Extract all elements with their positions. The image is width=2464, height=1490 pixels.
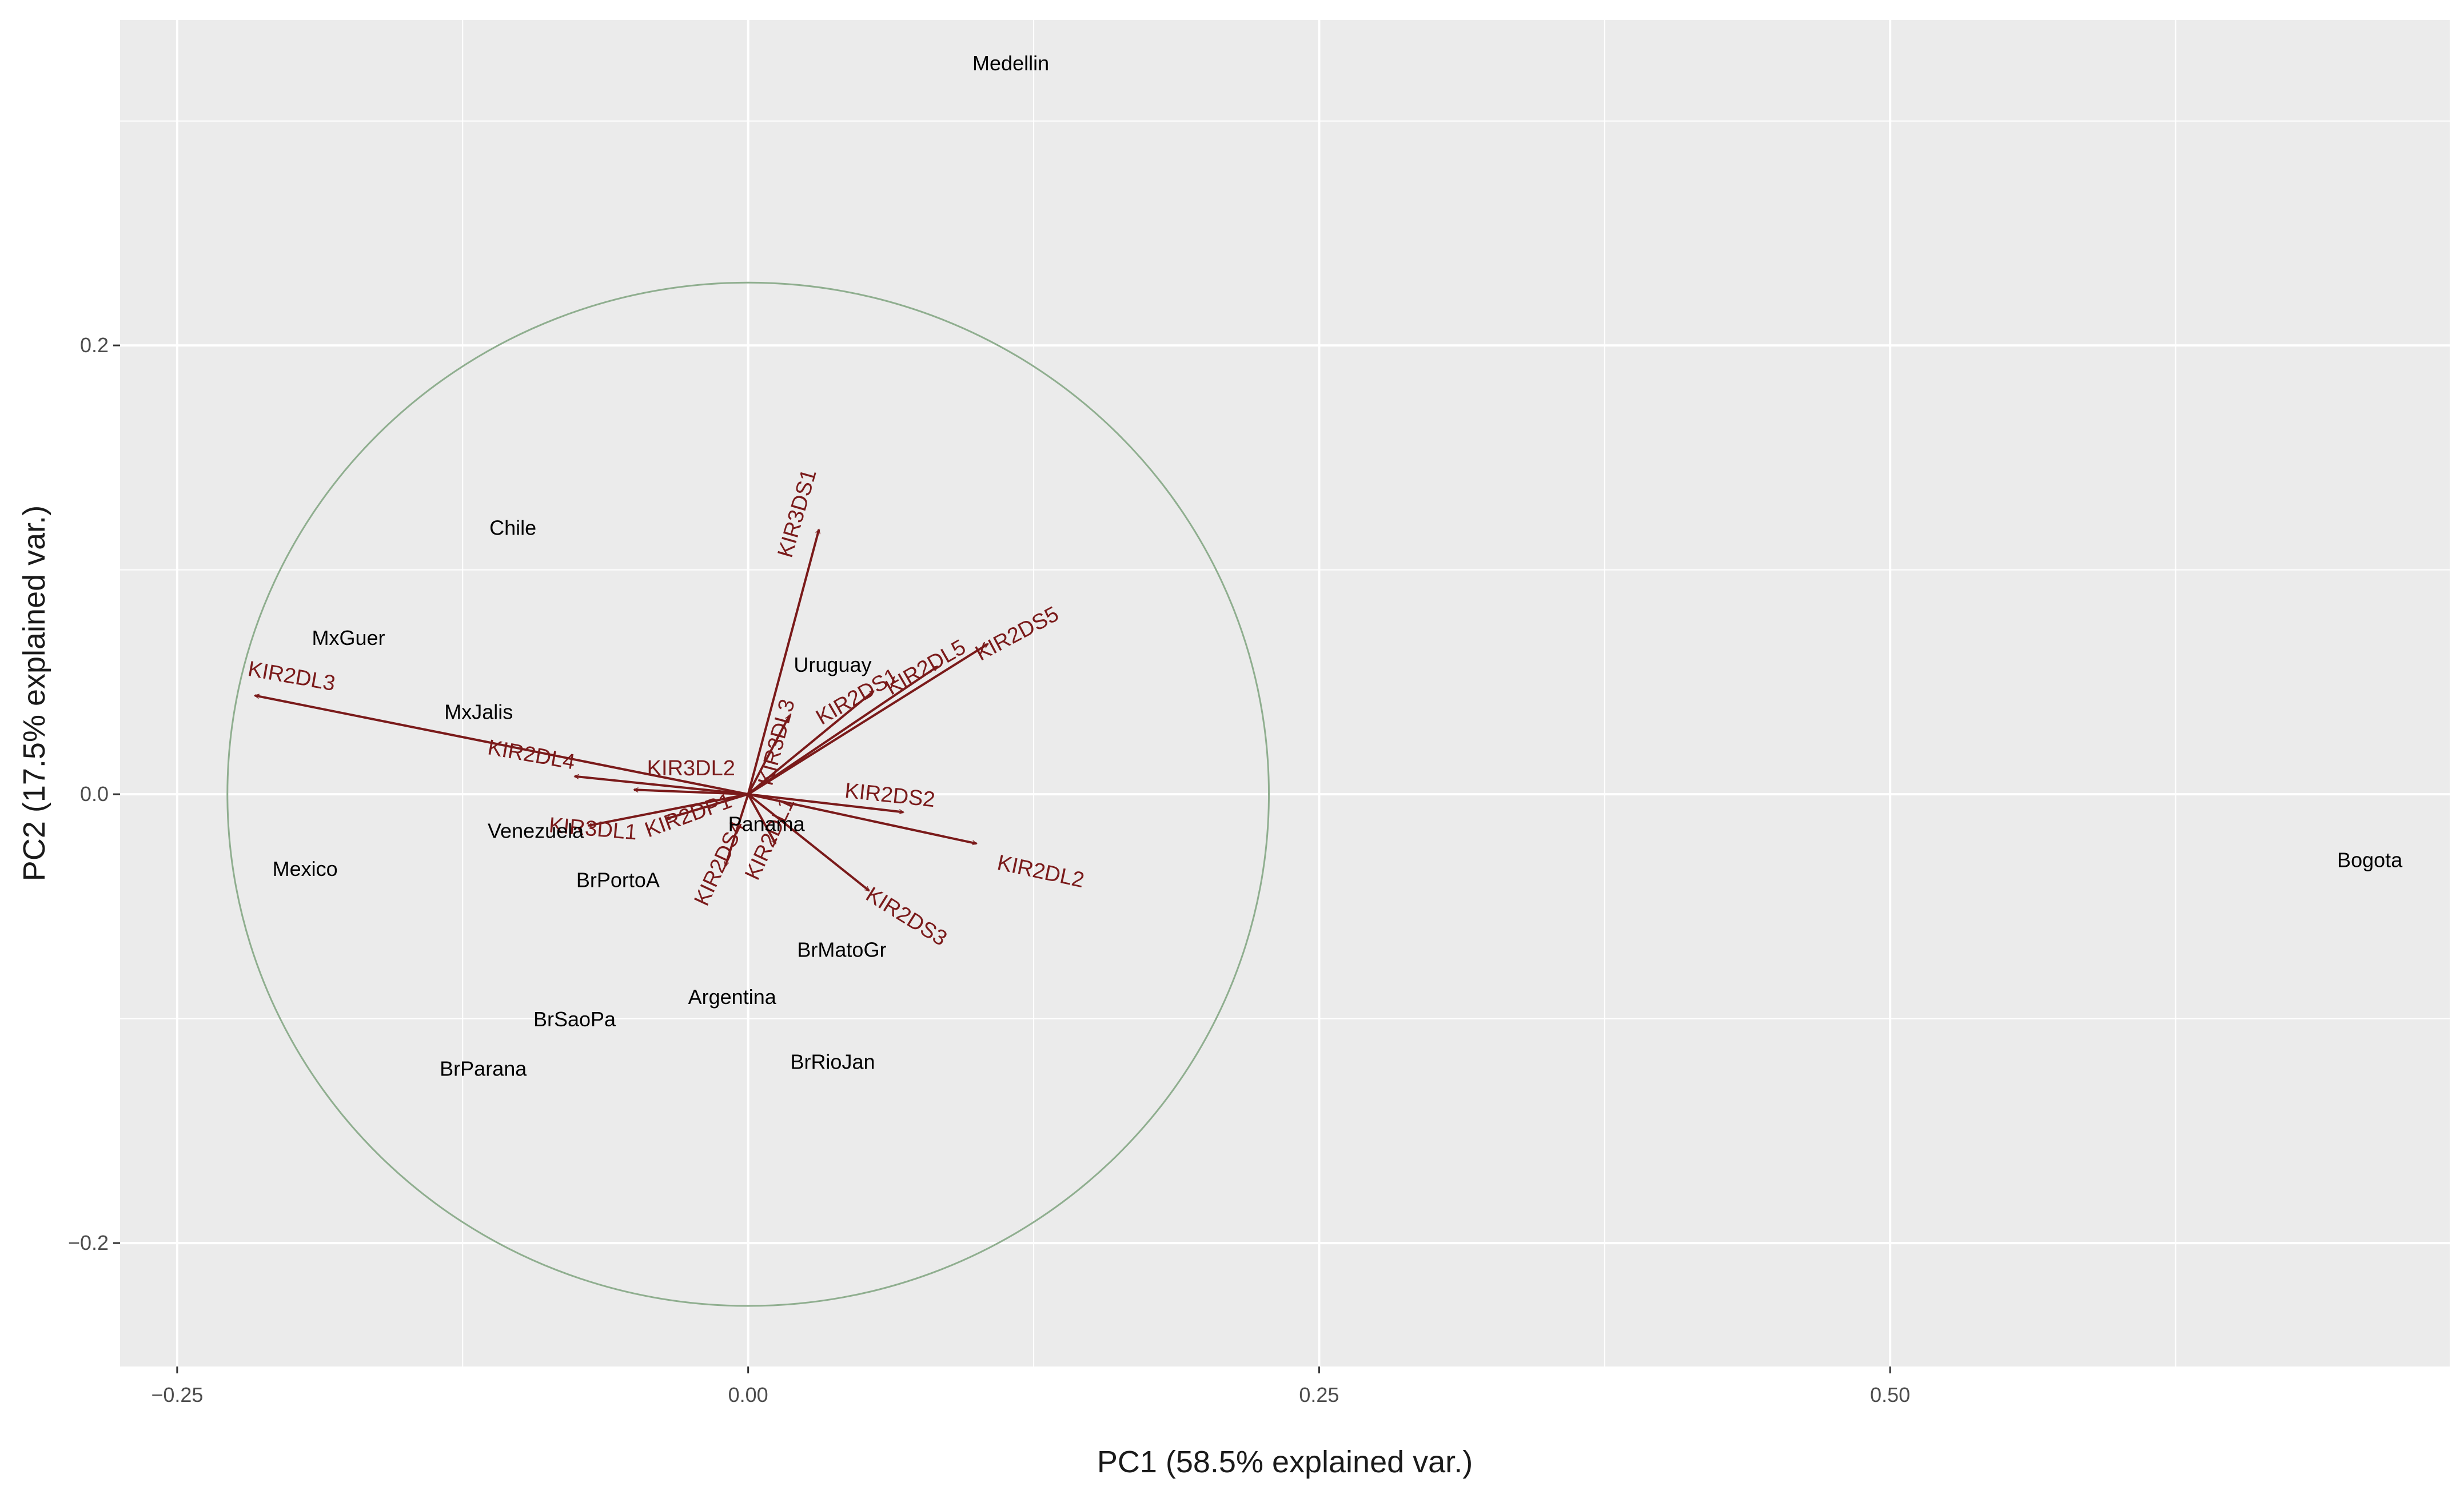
loading-arrow (747, 529, 819, 795)
loading-arrow (575, 776, 748, 796)
point-label: BrParana (440, 1057, 527, 1080)
point-label: BrRioJan (790, 1050, 875, 1074)
loading-arrow (747, 793, 870, 892)
y-tick-label: −0.2 (68, 1231, 109, 1254)
point-label: Argentina (688, 985, 777, 1009)
y-axis-title: PC2 (17.5% explained var.) (17, 505, 51, 881)
point-label: Panama (728, 812, 806, 836)
loading-arrow (666, 793, 749, 819)
point-label: Venezuela (488, 819, 584, 842)
point-label: BrMatoGr (797, 938, 886, 961)
axes: −0.25 0.00 0.25 0.50 −0.2 0.0 0.2 (68, 333, 1910, 1407)
plot-panel (120, 20, 2450, 1367)
point-label: Bogota (2337, 848, 2403, 871)
loading-arrow (748, 793, 977, 843)
loading-arrow (747, 643, 988, 795)
loading-arrow (747, 690, 874, 795)
y-tick-label: 0.0 (80, 782, 109, 806)
point-label: Uruguay (794, 653, 871, 676)
x-tick-label: 0.00 (728, 1383, 768, 1407)
point-label: MxJalis (444, 700, 513, 723)
x-tick-label: 0.50 (1870, 1383, 1910, 1407)
point-label: BrPortoA (576, 868, 660, 892)
loading-arrow (255, 695, 749, 796)
loading-arrow (747, 665, 938, 795)
x-tick-label: −0.25 (151, 1383, 203, 1407)
y-tick-label: 0.2 (80, 333, 109, 357)
loading-arrow (748, 793, 904, 812)
point-label: Medellin (972, 51, 1049, 75)
point-label: BrSaoPa (533, 1007, 616, 1031)
loading-arrow (634, 790, 748, 796)
loading-arrow (725, 794, 749, 866)
correlation-circle-layer (226, 281, 1270, 1307)
grid-lines (120, 20, 2450, 1367)
point-label: MxGuer (312, 626, 385, 650)
correlation-circle (226, 281, 1270, 1307)
point-label: Mexico (273, 857, 338, 881)
loading-arrow (747, 716, 791, 795)
point-label: Chile (489, 516, 536, 539)
loading-arrow (747, 794, 777, 843)
x-axis-title: PC1 (58.5% explained var.) (1097, 1445, 1473, 1479)
loading-arrow (588, 793, 749, 826)
x-tick-label: 0.25 (1299, 1383, 1339, 1407)
point-labels: Medellin Chile MxGuer Uruguay MxJalis Venezue… (273, 51, 2403, 1080)
loading-label: KIR3DL2 (647, 756, 735, 780)
